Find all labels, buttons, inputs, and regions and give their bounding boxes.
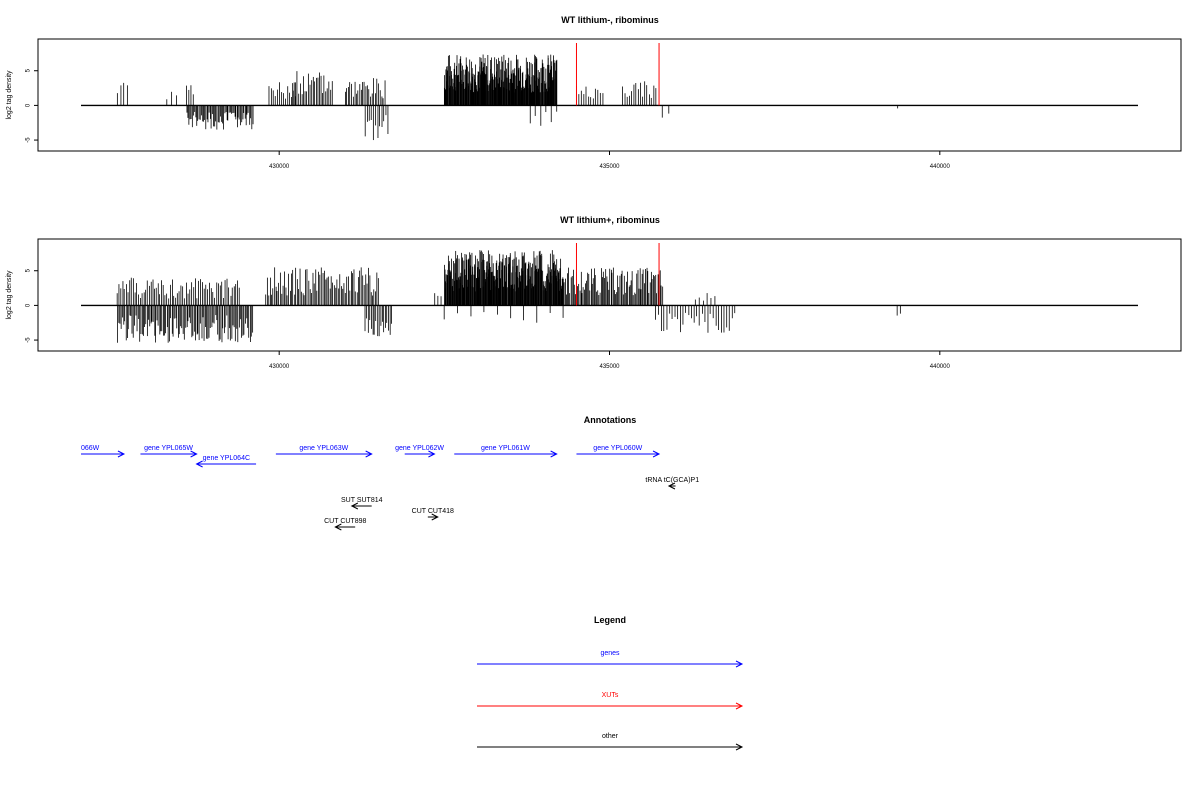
feature-arrowhead bbox=[428, 450, 436, 458]
legend-label: XUTs bbox=[602, 692, 619, 699]
x-tick-label: 435000 bbox=[599, 164, 620, 170]
feature-arrowhead bbox=[350, 502, 359, 510]
legend-swatch-arrowhead bbox=[735, 660, 744, 668]
feature-arrowhead bbox=[652, 450, 661, 458]
feature-label: tRNA tC(GCA)P1 bbox=[645, 477, 699, 484]
panel-1-marks bbox=[81, 43, 1138, 141]
legend-label: genes bbox=[600, 650, 620, 657]
feature-arrowhead bbox=[117, 450, 126, 458]
feature-arrowhead bbox=[365, 450, 373, 458]
y-tick-label: 5 bbox=[26, 68, 32, 72]
panel-2-ylabel: log2 tag density bbox=[6, 270, 13, 320]
feature-label: gene YPL065W bbox=[144, 445, 193, 452]
feature-label: CUT CUT418 bbox=[412, 508, 454, 515]
legend-swatch-arrowhead bbox=[735, 702, 744, 710]
feature-arrowhead bbox=[431, 513, 439, 521]
feature-label: gene YPL063W bbox=[299, 445, 348, 452]
feature-label: SUT SUT814 bbox=[341, 497, 383, 504]
feature-arrowhead bbox=[550, 450, 558, 458]
x-tick-label: 440000 bbox=[930, 364, 951, 370]
annotations-panel: Annotations 066W gene YPL065W gene YPL064C… bbox=[81, 415, 699, 531]
y-tick-label: 5 bbox=[26, 268, 32, 272]
panel-lithium-minus: WT lithium-, ribominus log2 tag density … bbox=[6, 15, 1182, 170]
legend-panel: Legend genes XUTs other bbox=[477, 615, 744, 751]
x-tick-label: 440000 bbox=[930, 164, 951, 170]
x-tick-label: 435000 bbox=[599, 364, 620, 370]
panel-2-axes: -5 0 5 430000 435000 440000 bbox=[26, 268, 951, 370]
feature-arrowhead bbox=[667, 482, 676, 490]
x-tick-label: 430000 bbox=[269, 164, 290, 170]
legend-items: genes XUTs other bbox=[477, 650, 744, 751]
panel-1-ylabel: log2 tag density bbox=[6, 70, 13, 120]
feature-arrowhead bbox=[195, 460, 203, 468]
legend-title: Legend bbox=[594, 615, 626, 625]
legend-label: other bbox=[602, 733, 619, 740]
feature-label: gene YPL060W bbox=[593, 445, 642, 452]
panel-lithium-plus: WT lithium+, ribominus log2 tag density … bbox=[6, 215, 1182, 370]
feature-label: CUT CUT898 bbox=[324, 518, 366, 525]
y-tick-label: -5 bbox=[26, 137, 32, 143]
feature-arrowhead bbox=[190, 450, 198, 458]
annotations-title: Annotations bbox=[584, 415, 637, 425]
y-tick-label: -5 bbox=[26, 337, 32, 343]
x-tick-label: 430000 bbox=[269, 364, 290, 370]
legend-swatch-arrowhead bbox=[735, 743, 744, 751]
feature-arrowhead bbox=[334, 523, 342, 531]
panel-1-frame bbox=[37, 38, 1182, 152]
panel-1-axes: -5 0 5 430000 435000 440000 bbox=[26, 68, 951, 170]
panel-2-title: WT lithium+, ribominus bbox=[560, 215, 660, 225]
feature-label: gene YPL062W bbox=[395, 445, 444, 452]
y-tick-label: 0 bbox=[26, 103, 32, 107]
feature-label: gene YPL061W bbox=[481, 445, 530, 452]
panel-1-title: WT lithium-, ribominus bbox=[561, 15, 659, 25]
annotation-features: 066W gene YPL065W gene YPL064C gene YPL063W… bbox=[81, 445, 699, 531]
feature-label: gene YPL064C bbox=[203, 455, 250, 462]
y-tick-label: 0 bbox=[26, 303, 32, 307]
feature-label: 066W bbox=[81, 445, 100, 452]
panel-2-marks bbox=[81, 243, 1138, 343]
